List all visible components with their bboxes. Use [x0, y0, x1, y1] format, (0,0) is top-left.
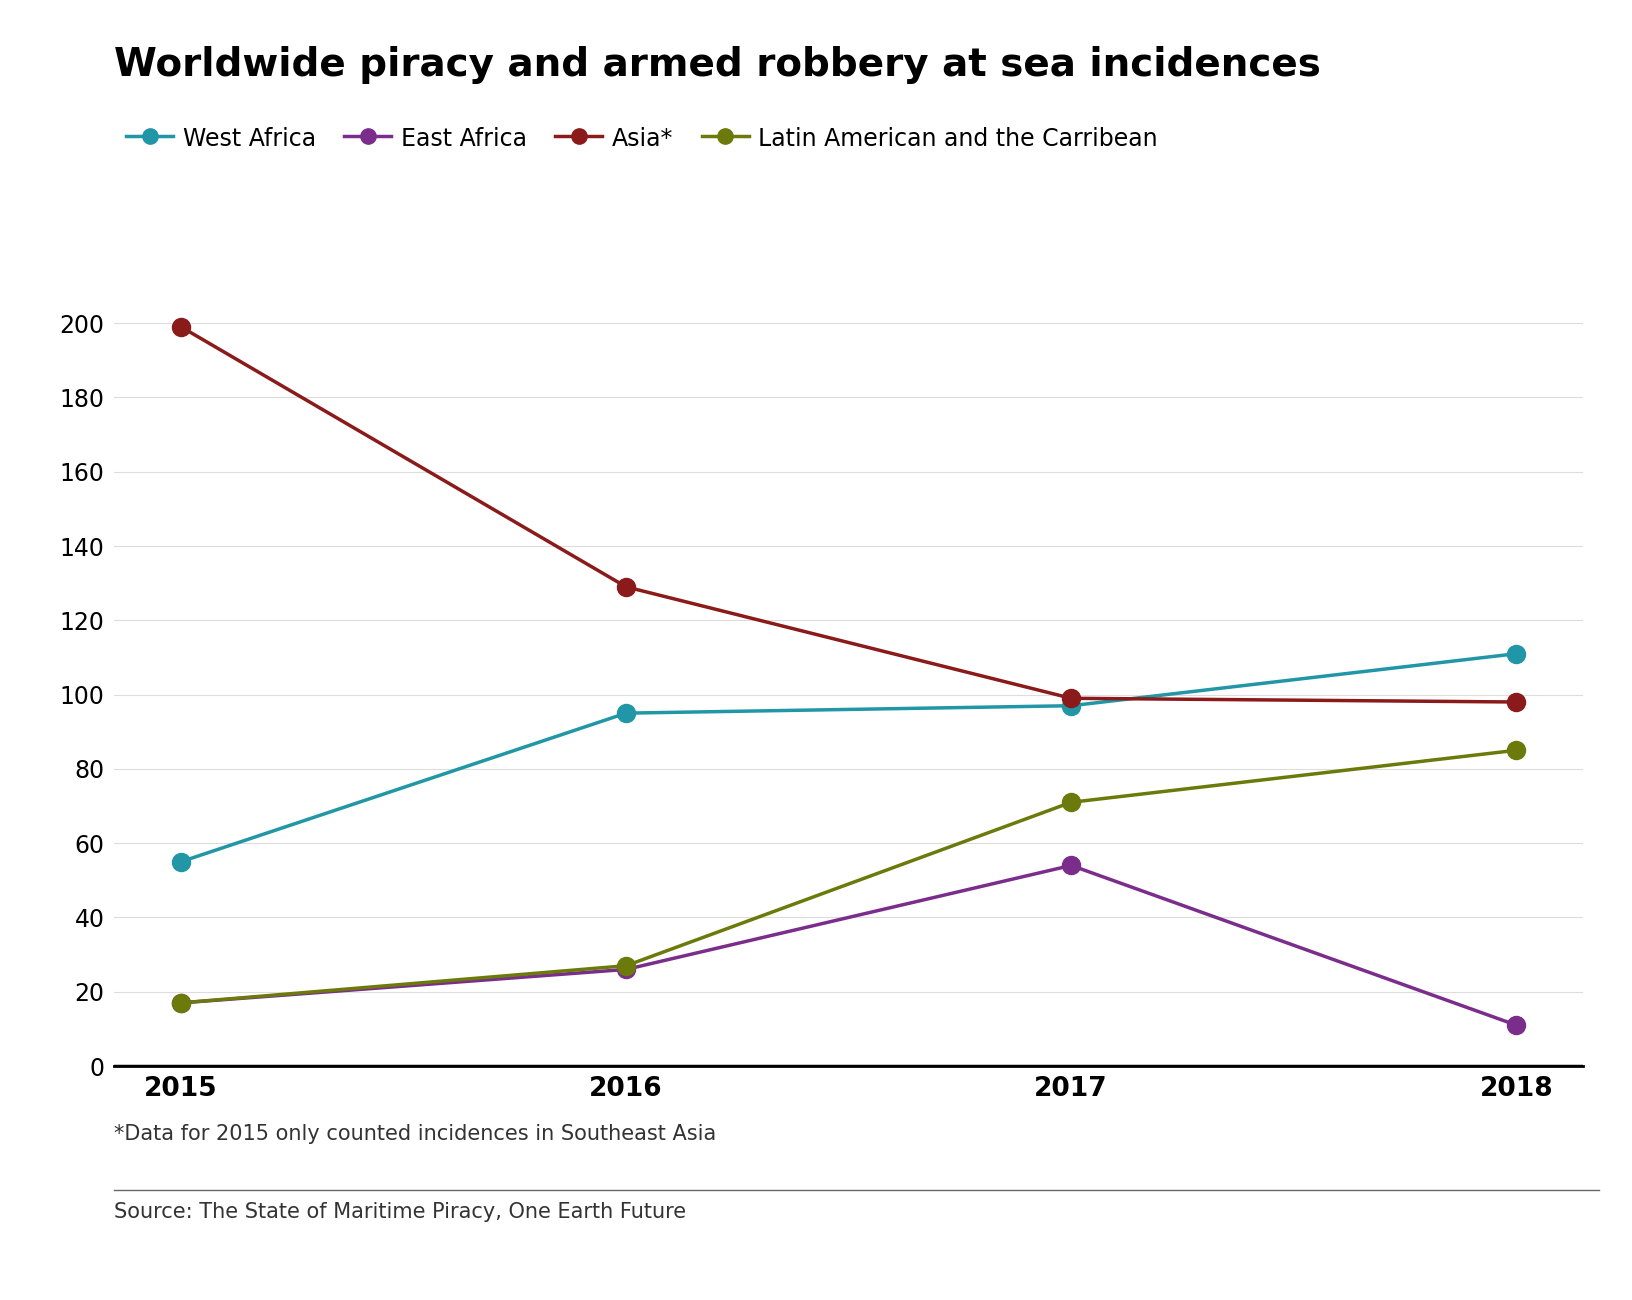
Asia*: [1061, 690, 1080, 706]
Line: Latin American and the Carribean: Latin American and the Carribean: [171, 741, 1526, 1011]
West Africa: [171, 854, 191, 870]
Line: West Africa: West Africa: [171, 645, 1526, 871]
East Africa: [617, 962, 636, 978]
Latin American and the Carribean: [1506, 742, 1526, 758]
Line: East Africa: East Africa: [171, 857, 1526, 1035]
East Africa: [1506, 1018, 1526, 1034]
Text: BBC: BBC: [1519, 1234, 1565, 1254]
Asia*: [617, 578, 636, 594]
Text: Source: The State of Maritime Piracy, One Earth Future: Source: The State of Maritime Piracy, On…: [114, 1202, 687, 1222]
Latin American and the Carribean: [1061, 794, 1080, 810]
Asia*: [1506, 694, 1526, 710]
East Africa: [1061, 858, 1080, 874]
Asia*: [171, 318, 191, 334]
Latin American and the Carribean: [171, 994, 191, 1010]
Text: *Data for 2015 only counted incidences in Southeast Asia: *Data for 2015 only counted incidences i…: [114, 1124, 716, 1144]
Legend: West Africa, East Africa, Asia*, Latin American and the Carribean: West Africa, East Africa, Asia*, Latin A…: [126, 126, 1157, 151]
West Africa: [617, 706, 636, 722]
Line: Asia*: Asia*: [171, 317, 1526, 711]
West Africa: [1061, 698, 1080, 714]
Text: Worldwide piracy and armed robbery at sea incidences: Worldwide piracy and armed robbery at se…: [114, 46, 1322, 83]
West Africa: [1506, 646, 1526, 662]
Latin American and the Carribean: [617, 958, 636, 974]
East Africa: [171, 994, 191, 1010]
